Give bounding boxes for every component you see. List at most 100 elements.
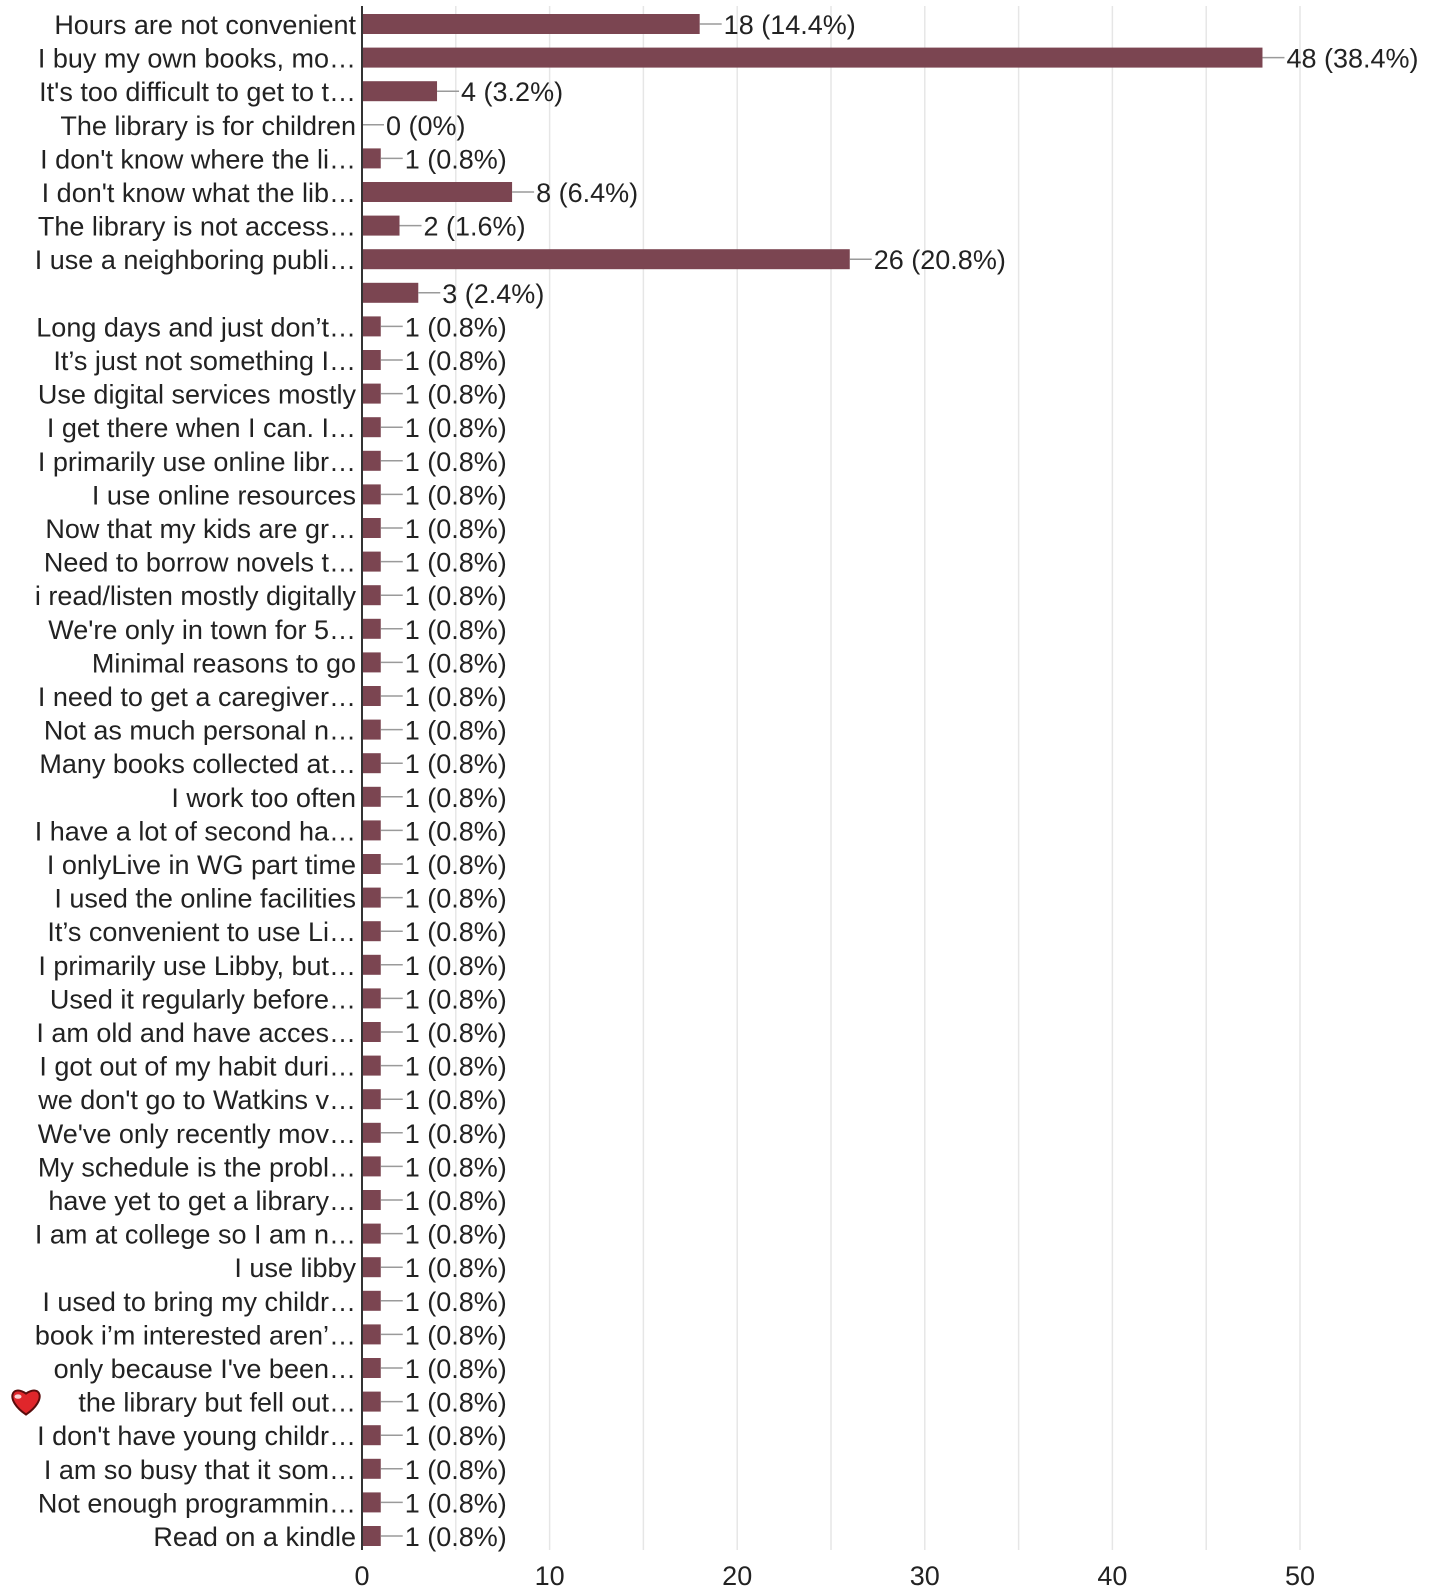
category-label: I used to bring my childr… (42, 1287, 356, 1317)
category-labels: Hours are not convenient I buy my own boo… (11, 10, 357, 1552)
category-label: I use online resources (92, 480, 356, 510)
bar (362, 1089, 381, 1110)
value-label: 1 (0.8%) (405, 312, 507, 342)
value-label: 1 (0.8%) (405, 514, 507, 544)
category-label: I got out of my habit duri… (39, 1052, 356, 1082)
value-label: 1 (0.8%) (405, 480, 507, 510)
category-label: Many books collected at… (39, 749, 356, 779)
value-label: 1 (0.8%) (405, 346, 507, 376)
value-label: 1 (0.8%) (405, 749, 507, 779)
value-label: 1 (0.8%) (405, 1455, 507, 1485)
grid (455, 6, 1301, 1550)
value-label: 0 (0%) (386, 111, 466, 141)
value-label: 1 (0.8%) (405, 1488, 507, 1518)
bar (362, 753, 381, 774)
bar (362, 988, 381, 1009)
category-label: It’s convenient to use Li… (47, 917, 356, 947)
bar (362, 350, 381, 370)
category-label: we don't go to Watkins v… (37, 1085, 356, 1115)
bar (362, 14, 700, 34)
bar (362, 585, 381, 606)
category-label: have yet to get a library… (48, 1186, 356, 1216)
bars (362, 14, 1263, 1546)
category-label: We're only in town for 5… (48, 615, 356, 645)
value-label: 1 (0.8%) (405, 1018, 507, 1048)
bar (362, 887, 381, 908)
x-tick-label: 0 (354, 1561, 369, 1591)
category-label: only because I've been… (54, 1354, 356, 1384)
category-label: the library but fell out… (78, 1388, 356, 1418)
bar (362, 854, 381, 874)
category-label: Minimal reasons to go (92, 648, 356, 678)
category-label: My schedule is the probl… (38, 1152, 356, 1182)
x-tick-label: 50 (1285, 1561, 1315, 1591)
bar (362, 316, 381, 337)
category-label: Read on a kindle (153, 1522, 356, 1552)
value-label: 1 (0.8%) (405, 682, 507, 712)
value-label: 1 (0.8%) (405, 783, 507, 813)
value-label: 1 (0.8%) (405, 1421, 507, 1451)
bar (362, 1425, 381, 1446)
category-label: I don't have young childr… (37, 1421, 356, 1451)
value-label: 8 (6.4%) (536, 178, 638, 208)
bar (362, 249, 850, 270)
category-label: Not as much personal n… (44, 716, 356, 746)
value-label: 1 (0.8%) (405, 884, 507, 914)
category-label: Need to borrow novels t… (44, 548, 356, 578)
value-label: 1 (0.8%) (405, 1354, 507, 1384)
category-label: I buy my own books, mo… (38, 44, 356, 74)
x-tick-label: 40 (1097, 1561, 1127, 1591)
category-label: It's too difficult to get to t… (39, 77, 356, 107)
x-tick-label: 10 (535, 1561, 565, 1591)
value-label: 1 (0.8%) (405, 1388, 507, 1418)
category-label: I don't know where the li… (40, 144, 356, 174)
category-label: It’s just not something I… (53, 346, 356, 376)
value-label: 1 (0.8%) (405, 1186, 507, 1216)
bar (362, 1391, 381, 1412)
bar (362, 1324, 381, 1345)
category-label: I primarily use online libr… (38, 447, 356, 477)
value-label: 1 (0.8%) (405, 413, 507, 443)
bar (362, 81, 438, 102)
category-label: I work too often (171, 783, 356, 813)
value-label: 1 (0.8%) (405, 1052, 507, 1082)
category-label: We've only recently mov… (38, 1119, 356, 1149)
value-label: 1 (0.8%) (405, 1085, 507, 1115)
category-label: Use digital services mostly (38, 380, 357, 410)
category-label: I am at college so I am n… (35, 1220, 356, 1250)
bar (362, 1458, 381, 1479)
bar (362, 820, 381, 841)
value-label: 18 (14.4%) (724, 10, 856, 40)
bar (362, 1492, 381, 1513)
bar (362, 148, 381, 169)
category-label: I used the online facilities (54, 884, 356, 914)
bar (362, 1223, 381, 1244)
x-tick-label: 30 (910, 1561, 940, 1591)
category-label: Long days and just don’t… (36, 312, 356, 342)
bar (362, 1358, 381, 1378)
bar (362, 618, 381, 639)
bar (362, 182, 513, 202)
bar (362, 1122, 381, 1143)
category-label: I am old and have acces… (36, 1018, 356, 1048)
heart-icon (11, 1389, 41, 1416)
bar (362, 417, 381, 438)
bar (362, 1190, 381, 1210)
bar (362, 1257, 381, 1278)
category-label: I get there when I can. I… (47, 413, 356, 443)
category-label: I am so busy that it som… (44, 1455, 356, 1485)
heart-highlight (14, 1394, 22, 1399)
bar (362, 1156, 381, 1177)
value-label: 1 (0.8%) (405, 648, 507, 678)
bar (362, 652, 381, 673)
value-label: 1 (0.8%) (405, 1220, 507, 1250)
category-label: I use libby (234, 1253, 356, 1283)
value-label: 1 (0.8%) (405, 1119, 507, 1149)
bar (362, 47, 1263, 68)
value-label: 1 (0.8%) (405, 581, 507, 611)
value-label: 1 (0.8%) (405, 917, 507, 947)
x-tick-label: 20 (722, 1561, 752, 1591)
value-label: 26 (20.8%) (874, 245, 1006, 275)
bar (362, 215, 400, 236)
